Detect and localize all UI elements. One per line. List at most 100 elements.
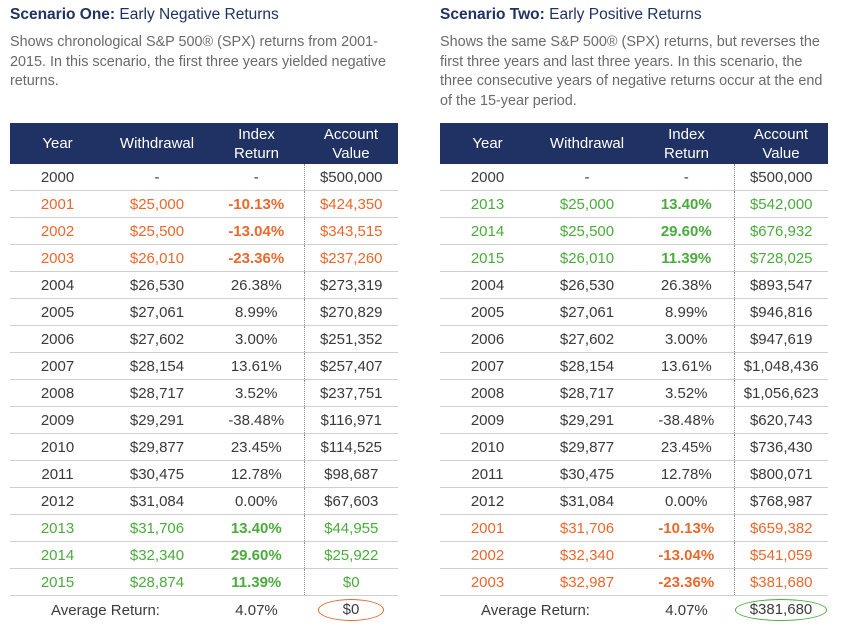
index-return-cell: -23.36% [639,568,734,596]
year-cell: 2007 [440,352,535,380]
index-return-cell: 23.45% [639,433,734,461]
scenario-two-rows: 2000- - $500,000 2013 $25,000 13.40% $542,000 2… [440,164,828,596]
year-cell: 2002 [10,217,105,245]
index-return-cell: 12.78% [209,460,304,488]
account-value-cell: $736,430 [733,433,828,461]
scenario-one-description: Shows chronological S&P 500® (SPX) retur… [10,34,386,89]
withdrawal-cell: $28,717 [535,379,639,407]
account-value-cell: $237,751 [303,379,398,407]
index-return-cell: 29.60% [639,217,734,245]
withdrawal-cell: $26,530 [535,271,639,299]
account-value-cell: $25,922 [303,541,398,569]
header-index-return: Index Return [209,123,304,164]
average-return-label: Average Return: [51,601,160,619]
account-value-cell: $116,971 [303,406,398,434]
account-value-cell: $114,525 [303,433,398,461]
table-row: 2000- - $500,000 [440,164,828,191]
withdrawal-cell: $31,706 [535,514,639,542]
header-year: Year [440,123,535,164]
scenario-one-title-rest: Early Negative Returns [119,6,279,23]
table-row: 2015 $26,010 11.39% $728,025 [440,244,828,272]
index-return-cell: 23.45% [209,433,304,461]
table-row: 2013 $25,000 13.40% $542,000 [440,190,828,218]
table-row: 2007 $28,154 13.61% $1,048,436 [440,352,828,380]
year-cell: 2012 [10,487,105,515]
account-value-cell: $946,816 [733,298,828,326]
withdrawal-cell: $30,475 [105,460,209,488]
average-return-label: Average Return: [481,601,590,619]
table-row: 2002 $32,340 -13.04% $541,059 [440,541,828,569]
index-return-cell: 3.00% [209,325,304,353]
account-value-cell: $728,025 [733,244,828,272]
table-row: 2010 $29,877 23.45% $114,525 [10,433,398,461]
table-row: 2012 $31,084 0.00% $67,603 [10,487,398,515]
header-index-return-label: Index Return [233,125,280,162]
index-return-cell: - [639,164,734,191]
index-return-cell: 29.60% [209,541,304,569]
year-cell: 2001 [10,190,105,218]
index-return-cell: 3.52% [639,379,734,407]
index-return-cell: 8.99% [639,298,734,326]
account-value-cell: $659,382 [733,514,828,542]
index-return-cell: 26.38% [209,271,304,299]
year-cell: 2000 [440,164,535,191]
table-row: 2009 $29,291 -38.48% $116,971 [10,406,398,434]
withdrawal-cell: $26,530 [105,271,209,299]
index-return-cell: 12.78% [639,460,734,488]
header-index-return: Index Return [639,123,734,164]
withdrawal-cell: $27,602 [105,325,209,353]
year-cell: 2013 [10,514,105,542]
year-cell: 2009 [10,406,105,434]
withdrawal-cell: $31,084 [105,487,209,515]
withdrawal-cell: $27,602 [535,325,639,353]
table-row: 2014 $25,500 29.60% $676,932 [440,217,828,245]
account-value-cell: $44,955 [303,514,398,542]
year-cell: 2002 [440,541,535,569]
table-row: 2005 $27,061 8.99% $270,829 [10,298,398,326]
year-cell: 2011 [10,460,105,488]
index-return-cell: 11.39% [639,244,734,272]
index-return-cell: -10.13% [639,514,734,542]
account-value-cell: $237,260 [303,244,398,272]
table-row: 2006 $27,602 3.00% $251,352 [10,325,398,353]
table-row: 2010 $29,877 23.45% $736,430 [440,433,828,461]
withdrawal-cell: $32,987 [535,568,639,596]
withdrawal-cell: $29,291 [105,406,209,434]
table-row: 2003 $26,010 -23.36% $237,260 [10,244,398,272]
header-year: Year [10,123,105,164]
average-return-row: Average Return: 4.07% $0 [10,596,398,625]
withdrawal-cell: $29,291 [535,406,639,434]
table-row: 2009 $29,291 -38.48% $620,743 [440,406,828,434]
table-row: 2001 $31,706 -10.13% $659,382 [440,514,828,542]
withdrawal-cell: $32,340 [535,541,639,569]
withdrawal-cell: $30,475 [535,460,639,488]
index-return-cell: -38.48% [639,406,734,434]
index-return-cell: 26.38% [639,271,734,299]
account-value-cell: $542,000 [733,190,828,218]
year-cell: 2003 [440,568,535,596]
table-header-row: Year Withdrawal Index Return Account Val… [440,123,828,164]
withdrawal-cell: - [535,164,639,191]
table-row: 2015 $28,874 11.39% $0 [10,568,398,596]
table-row: 2007 $28,154 13.61% $257,407 [10,352,398,380]
index-return-cell: -13.04% [639,541,734,569]
year-cell: 2001 [440,514,535,542]
header-account-value: Account Value [734,123,828,164]
index-return-cell: 0.00% [209,487,304,515]
average-return-row: Average Return: 4.07% $381,680 [440,596,828,625]
account-value-cell: $424,350 [303,190,398,218]
withdrawal-cell: $27,061 [105,298,209,326]
withdrawal-cell: $27,061 [535,298,639,326]
account-value-cell: $500,000 [303,164,398,191]
account-value-cell: $768,987 [733,487,828,515]
average-return-value: 4.07% [665,601,708,619]
table-row: 2004 $26,530 26.38% $893,547 [440,271,828,299]
year-cell: 2013 [440,190,535,218]
average-account-value-oval: $381,680 [734,599,828,621]
table-row: 2012 $31,084 0.00% $768,987 [440,487,828,515]
withdrawal-cell: $26,010 [105,244,209,272]
account-value-cell: $67,603 [303,487,398,515]
index-return-cell: 0.00% [639,487,734,515]
year-cell: 2010 [440,433,535,461]
year-cell: 2006 [440,325,535,353]
